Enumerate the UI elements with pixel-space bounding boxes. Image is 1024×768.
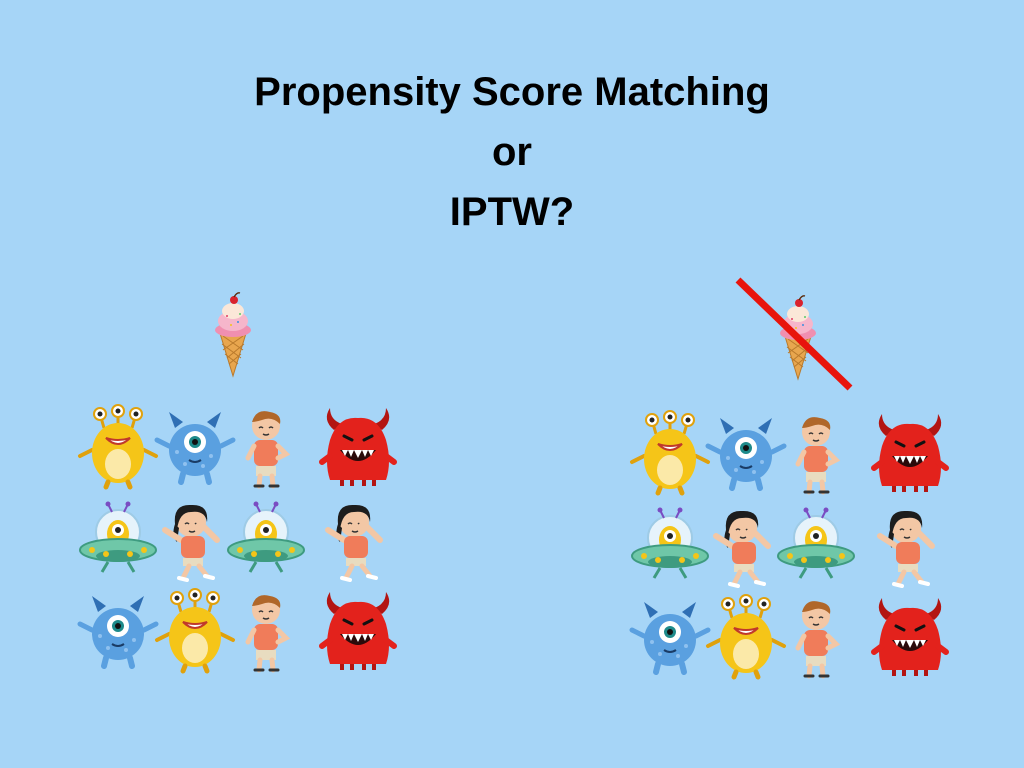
red-horned-monster-icon: [870, 412, 950, 494]
boy-icon: [776, 596, 856, 679]
yellow-three-eyed-monster-icon: [706, 594, 786, 680]
blue-cyclops-monster-icon: [77, 590, 159, 672]
boy-icon: [226, 406, 306, 489]
yellow-three-eyed-monster-icon: [155, 588, 235, 674]
blue-cyclops-monster-icon: [154, 406, 236, 488]
yellow-three-eyed-monster-icon: [630, 410, 710, 496]
title-line-2: or: [492, 130, 532, 174]
blue-cyclops-monster-icon: [705, 412, 787, 494]
boy-icon: [226, 590, 306, 673]
title-line-1: Propensity Score Matching: [254, 70, 770, 114]
red-horned-monster-icon: [318, 406, 398, 488]
alien-ufo-icon: [226, 500, 306, 582]
blue-cyclops-monster-icon: [629, 596, 711, 678]
alien-ufo-icon: [78, 500, 158, 582]
alien-ufo-icon: [776, 506, 856, 588]
girl-dabbing-icon: [706, 506, 786, 588]
girl-dabbing-icon: [155, 500, 235, 582]
red-horned-monster-icon: [318, 590, 398, 672]
boy-icon: [776, 412, 856, 495]
girl-dabbing-icon: [870, 506, 950, 588]
alien-ufo-icon: [630, 506, 710, 588]
yellow-three-eyed-monster-icon: [78, 404, 158, 490]
ice-cream-icon: [211, 292, 255, 378]
title-line-3: IPTW?: [449, 190, 575, 234]
strike-through-icon: [735, 277, 853, 391]
red-horned-monster-icon: [870, 596, 950, 678]
page-title: Propensity Score Matching or IPTW?: [0, 62, 1024, 242]
girl-dabbing-icon: [318, 500, 398, 582]
